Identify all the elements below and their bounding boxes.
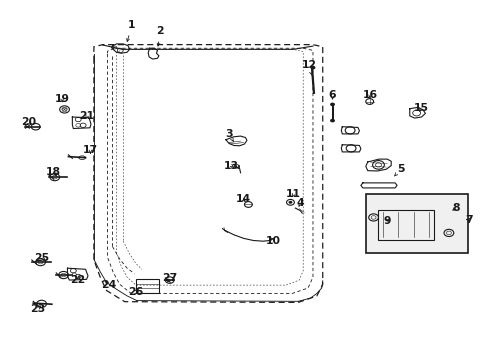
- Circle shape: [288, 201, 292, 204]
- Circle shape: [329, 103, 334, 106]
- Text: 16: 16: [362, 90, 377, 100]
- Text: 21: 21: [80, 111, 94, 121]
- Text: 15: 15: [413, 103, 428, 113]
- Text: 1: 1: [126, 20, 136, 41]
- Text: 13: 13: [224, 161, 238, 171]
- Text: 4: 4: [296, 198, 304, 208]
- Text: 3: 3: [224, 129, 233, 142]
- Text: 27: 27: [162, 273, 178, 283]
- Circle shape: [310, 66, 315, 69]
- Text: 25: 25: [35, 253, 49, 263]
- Text: 14: 14: [235, 194, 250, 204]
- Text: 12: 12: [301, 60, 316, 75]
- Bar: [136, 279, 159, 293]
- Text: 6: 6: [328, 90, 336, 100]
- Circle shape: [329, 119, 334, 122]
- Text: 9: 9: [383, 216, 390, 226]
- Bar: [377, 210, 433, 240]
- Text: 23: 23: [30, 303, 46, 314]
- Text: 2: 2: [156, 26, 164, 46]
- Text: 19: 19: [55, 94, 69, 104]
- Text: 20: 20: [21, 117, 36, 127]
- Text: 10: 10: [265, 236, 280, 246]
- Text: 8: 8: [451, 203, 459, 213]
- Text: 7: 7: [465, 215, 472, 225]
- Text: 22: 22: [70, 275, 86, 285]
- Text: 18: 18: [46, 167, 61, 177]
- Text: 24: 24: [101, 280, 116, 290]
- Text: 5: 5: [394, 164, 404, 176]
- Text: 17: 17: [83, 145, 98, 156]
- Bar: [365, 194, 468, 253]
- Text: 11: 11: [285, 189, 300, 199]
- Text: 26: 26: [128, 287, 143, 297]
